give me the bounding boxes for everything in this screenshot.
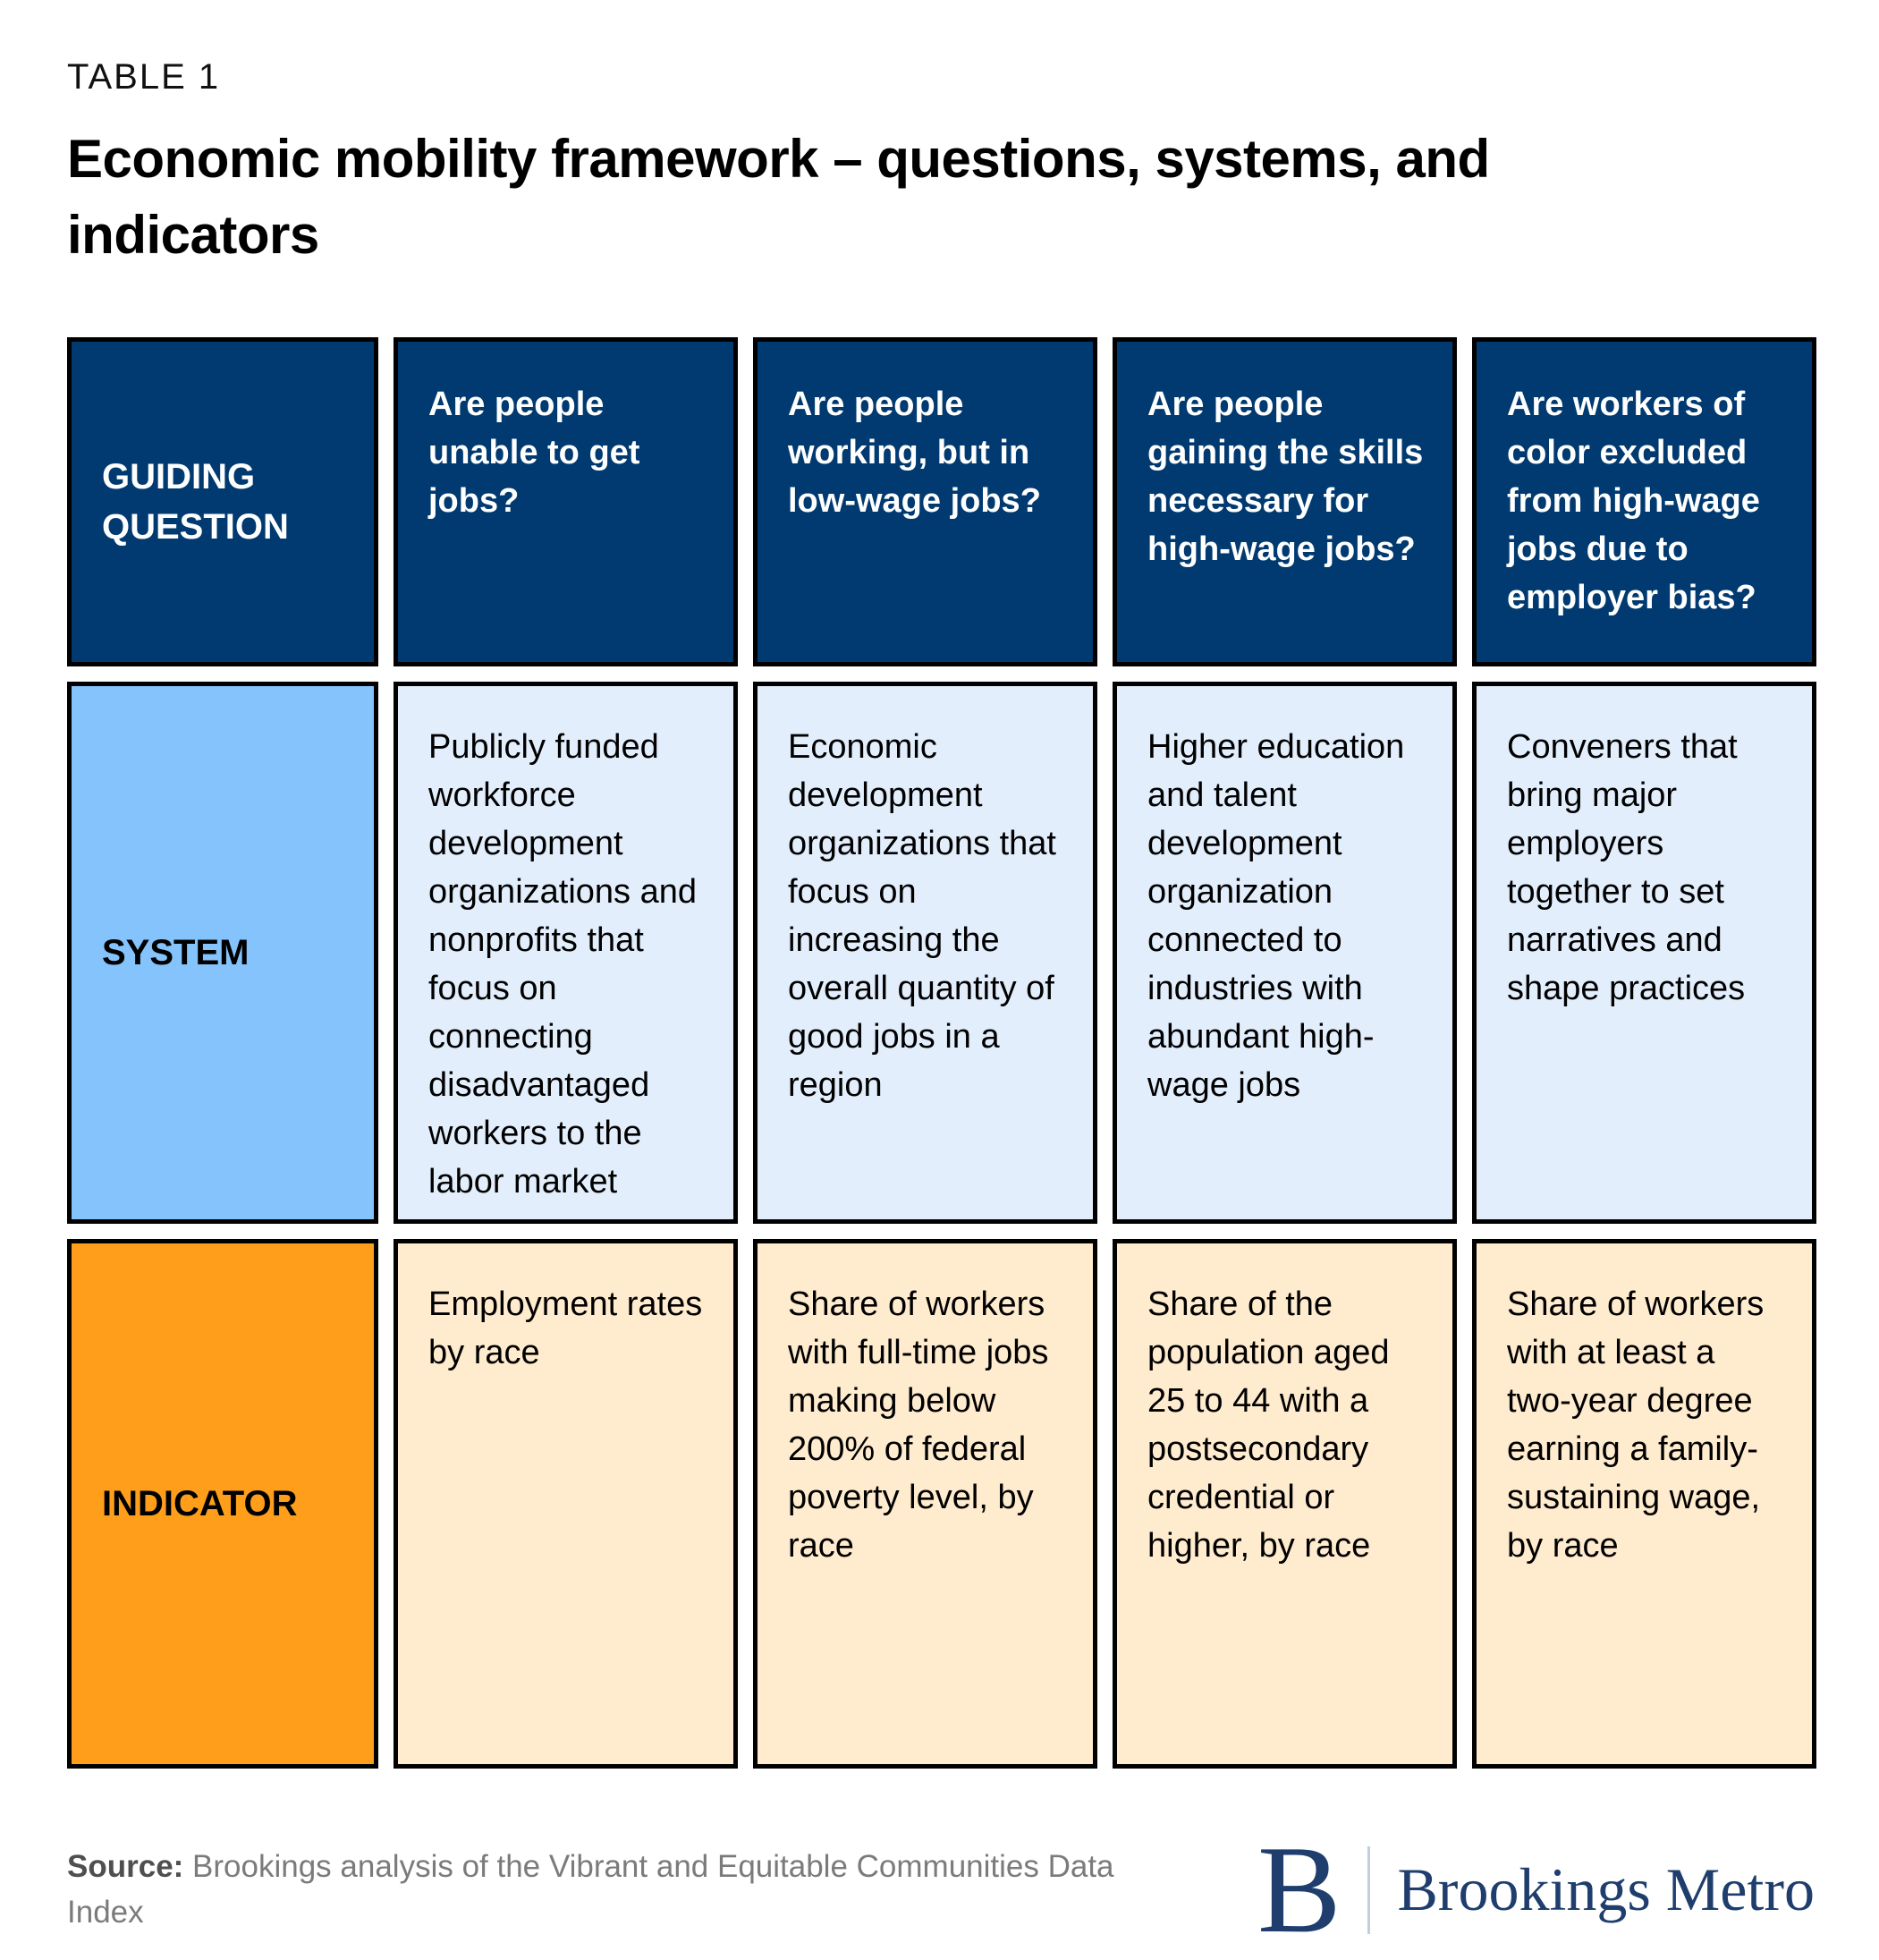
brookings-b-icon: B (1257, 1820, 1342, 1960)
logo-divider (1367, 1845, 1371, 1934)
indicator-cell-4: Share of workers with at least a two-yea… (1472, 1239, 1816, 1769)
source-label: Source: (67, 1849, 184, 1885)
figure-footer: Source: Brookings analysis of the Vibran… (67, 1820, 1816, 1960)
system-row-label: SYSTEM (67, 682, 378, 1225)
question-header-cell-2: Are people working, but in low-wage jobs… (753, 337, 1097, 667)
system-cell-3: Higher education and talent development … (1113, 682, 1457, 1225)
system-cell-4: Conveners that bring major employers tog… (1472, 682, 1816, 1225)
indicator-row-label: INDICATOR (67, 1239, 378, 1769)
source-text: Brookings analysis of the Vibrant and Eq… (67, 1849, 1114, 1930)
indicator-cell-1: Employment rates by race (394, 1239, 738, 1769)
indicator-cell-3: Share of the population aged 25 to 44 wi… (1113, 1239, 1457, 1769)
system-cell-1: Publicly funded workforce development or… (394, 682, 738, 1225)
brookings-metro-logo: B Brookings Metro (1257, 1820, 1816, 1960)
indicator-cell-2: Share of workers with full-time jobs mak… (753, 1239, 1097, 1769)
framework-table: GUIDING QUESTION Are people unable to ge… (67, 337, 1816, 1769)
table-number-label: TABLE 1 (67, 57, 221, 97)
page-title: Economic mobility framework – questions,… (67, 129, 1490, 266)
logo-wordmark: Brookings Metro (1397, 1855, 1815, 1924)
question-header-cell-4: Are workers of color excluded from high-… (1472, 337, 1816, 667)
corner-header-cell: GUIDING QUESTION (67, 337, 378, 667)
question-header-cell-1: Are people unable to get jobs? (394, 337, 738, 667)
question-header-cell-3: Are people gaining the skills necessary … (1113, 337, 1457, 667)
source-note: Source: Brookings analysis of the Vibran… (67, 1845, 1122, 1936)
system-cell-2: Economic development organizations that … (753, 682, 1097, 1225)
